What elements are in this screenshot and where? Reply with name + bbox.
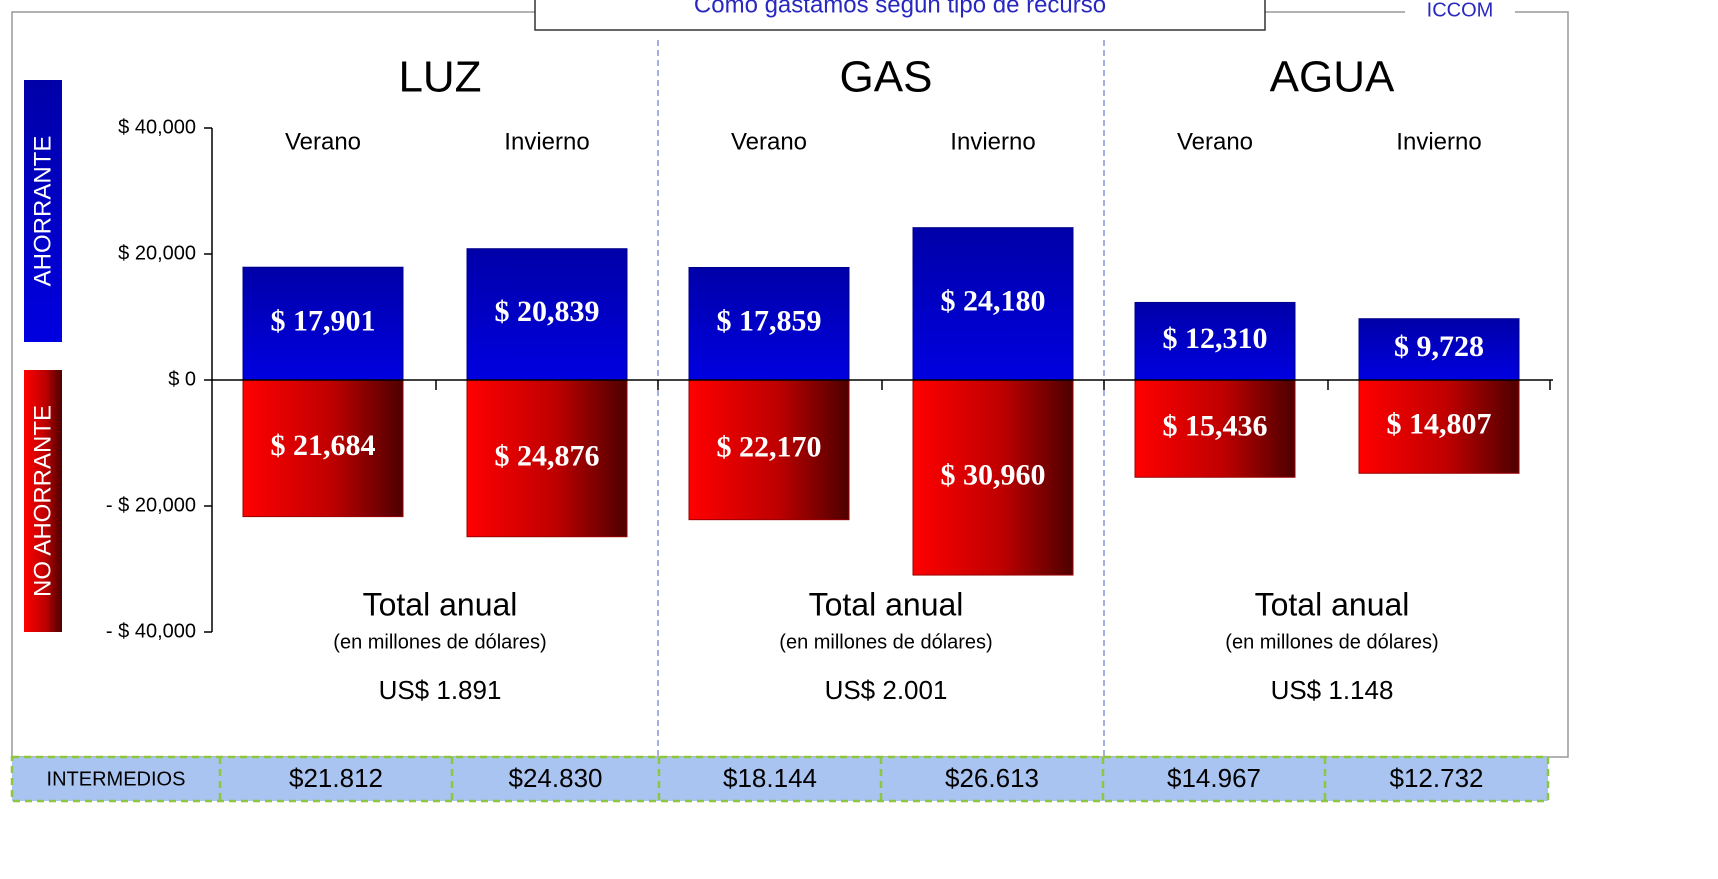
bar — [912, 379, 1074, 576]
y-tick-label: $ 20,000 — [118, 242, 196, 264]
bar — [1358, 318, 1520, 381]
total-note: (en millones de dólares) — [779, 631, 992, 653]
legend-label: NO AHORRANTE — [29, 405, 56, 597]
value-label: $ 24,876 — [495, 439, 600, 472]
x-tick-label: Invierno — [1396, 128, 1481, 155]
row-value: $12.732 — [1390, 763, 1484, 793]
legend-swatch — [24, 80, 62, 342]
bar — [688, 379, 850, 521]
bar — [1134, 379, 1296, 478]
row-border — [10, 755, 1550, 803]
legend-swatch — [24, 370, 62, 632]
source-bg — [1405, 0, 1515, 24]
legend-label: AHORRANTE — [29, 136, 56, 287]
total-title: Total anual — [1255, 586, 1410, 622]
group-name: GAS — [840, 53, 933, 102]
row-value: $21.812 — [289, 763, 383, 793]
value-label: $ 21,684 — [271, 429, 376, 462]
total-note: (en millones de dólares) — [333, 631, 546, 653]
total-title: Total anual — [809, 586, 964, 622]
value-label: $ 20,839 — [495, 295, 600, 328]
x-tick-label: Verano — [285, 128, 361, 155]
x-tick-label: Verano — [1177, 128, 1253, 155]
value-label: $ 12,310 — [1163, 322, 1268, 355]
value-label: $ 22,170 — [717, 431, 822, 464]
x-tick-label: Invierno — [950, 128, 1035, 155]
y-tick-label: $ 40,000 — [118, 116, 196, 138]
row-value: $18.144 — [723, 763, 817, 793]
value-label: $ 9,728 — [1394, 330, 1484, 363]
total-value: US$ 1.148 — [1271, 675, 1394, 705]
row-label: INTERMEDIOS — [47, 768, 186, 790]
row-value: $14.967 — [1167, 763, 1261, 793]
value-label: $ 30,960 — [941, 458, 1046, 491]
source: ICCOM — [1427, 0, 1494, 21]
total-value: US$ 1.891 — [379, 675, 502, 705]
total-title: Total anual — [363, 586, 518, 622]
row-bg — [12, 757, 1548, 801]
value-label: $ 17,859 — [717, 305, 822, 338]
x-tick-label: Invierno — [504, 128, 589, 155]
value-label: $ 17,901 — [271, 305, 376, 338]
value-label: $ 14,807 — [1387, 408, 1492, 441]
value-label: $ 15,436 — [1163, 410, 1268, 443]
chart-title: Como gastamos según tipo de recurso — [694, 0, 1106, 18]
bar — [1358, 379, 1520, 474]
bar — [242, 379, 404, 518]
x-tick-label: Verano — [731, 128, 807, 155]
value-label: $ 24,180 — [941, 285, 1046, 318]
bar — [466, 379, 628, 538]
bar — [1134, 301, 1296, 381]
row-value: $26.613 — [945, 763, 1039, 793]
row-value: $24.830 — [509, 763, 603, 793]
total-note: (en millones de dólares) — [1225, 631, 1438, 653]
title-box — [534, 0, 1266, 31]
y-tick-label: - $ 40,000 — [106, 620, 196, 642]
bar — [466, 248, 628, 381]
group-name: LUZ — [398, 53, 481, 102]
bar — [688, 266, 850, 381]
group-name: AGUA — [1270, 53, 1395, 102]
y-tick-label: - $ 20,000 — [106, 494, 196, 516]
y-tick-label: $ 0 — [168, 368, 196, 390]
total-value: US$ 2.001 — [825, 675, 948, 705]
